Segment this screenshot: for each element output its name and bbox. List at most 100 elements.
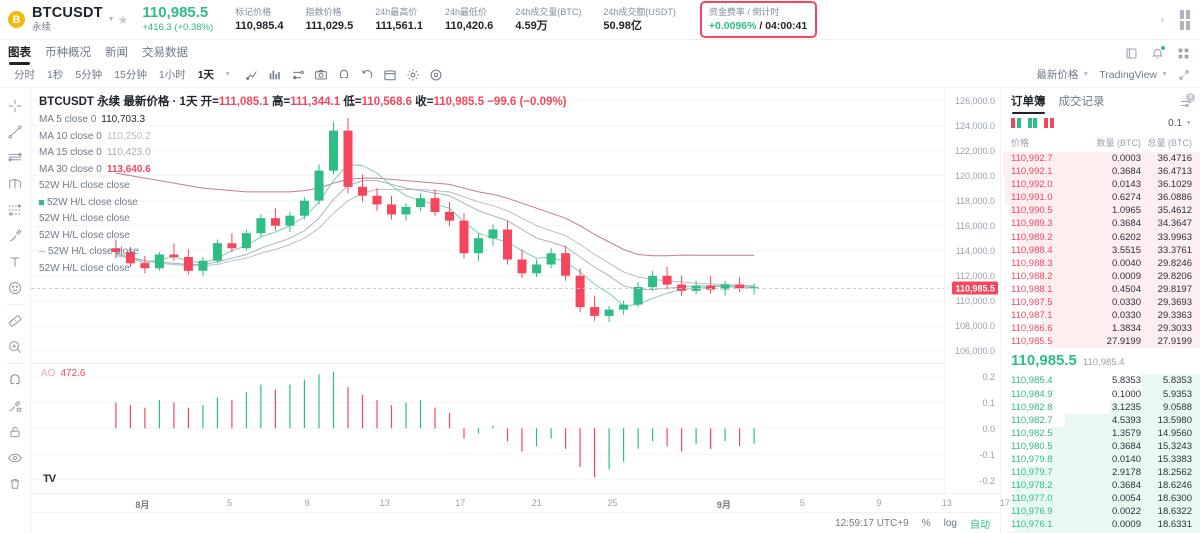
orderbook-row[interactable]: 110,992.0 0.0143 36.1029 xyxy=(1001,178,1200,192)
lock-drawings-icon[interactable] xyxy=(3,419,28,445)
tab-news[interactable]: 新闻 xyxy=(105,46,128,59)
orderbook-row[interactable]: 110,979.8 0.0140 15.3383 xyxy=(1001,452,1200,467)
tab-trades[interactable]: 成交记录 xyxy=(1058,96,1105,108)
depth-mode-both-icon[interactable] xyxy=(1011,118,1021,128)
magnet-icon[interactable] xyxy=(332,66,355,84)
compare-icon[interactable] xyxy=(286,66,309,84)
delete-drawings-icon[interactable] xyxy=(3,471,28,497)
favorite-star-icon[interactable]: ★ xyxy=(117,12,129,27)
orderbook-row[interactable]: 110,986.6 1.3834 29.3033 xyxy=(1001,322,1200,336)
depth-mode-bids-icon[interactable] xyxy=(1027,118,1037,128)
orderbook-row[interactable]: 110,979.7 2.9178 18.2562 xyxy=(1001,466,1200,480)
time-axis[interactable]: 8月 5 9 13 17 21 25 9月 5 9 13 17 xyxy=(31,493,1010,512)
fullscreen-icon[interactable] xyxy=(1177,47,1190,60)
timeframe-fenshi[interactable]: 分时 xyxy=(14,69,35,81)
time-tick: 9月 xyxy=(716,500,731,510)
price-axis[interactable]: 126,000.0 124,000.0 122,000.0 120,000.0 118,… xyxy=(944,88,1000,493)
layout-grid-icon[interactable] xyxy=(1180,9,1190,30)
orderbook-row[interactable]: 110,992.1 0.3684 36.4713 xyxy=(1001,165,1200,179)
orderbook-row[interactable]: 110,988.3 0.0040 29.8246 xyxy=(1001,256,1200,270)
chart-status-bar: 12:59:17 UTC+9 % log 自动 xyxy=(31,512,1000,533)
depth-bar xyxy=(1014,217,1200,231)
calendar-icon[interactable] xyxy=(378,66,401,84)
orderbook-row[interactable]: 110,992.7 0.0003 36.4716 xyxy=(1001,152,1200,166)
orderbook-row[interactable]: 110,987.1 0.0330 29.3363 xyxy=(1001,309,1200,323)
camera-icon[interactable] xyxy=(309,66,332,84)
timeframe-dropdown-icon[interactable]: ▼ xyxy=(224,71,231,78)
timeframe-5m[interactable]: 5分钟 xyxy=(75,69,103,81)
orderbook-row[interactable]: 110,989.3 0.3684 34.3647 xyxy=(1001,217,1200,231)
undo-icon[interactable] xyxy=(355,66,378,84)
magnet-mode-icon[interactable] xyxy=(3,367,28,393)
tab-trading-data[interactable]: 交易数据 xyxy=(142,46,188,59)
close-icon[interactable]: ✕ xyxy=(1186,92,1195,102)
settings-icon[interactable] xyxy=(401,66,424,84)
chevron-right-icon[interactable]: › xyxy=(1160,13,1164,26)
orderbook-row[interactable]: 110,990.5 1.0965 35.4612 xyxy=(1001,204,1200,218)
provider-selector[interactable]: TradingView ▼ xyxy=(1099,69,1168,81)
emoji-icon[interactable] xyxy=(3,275,28,301)
orderbook-row[interactable]: 110,982.7 4.5393 13.5980 xyxy=(1001,413,1200,427)
crosshair-icon[interactable] xyxy=(3,93,28,119)
brush-icon[interactable] xyxy=(3,223,28,249)
time-tick: 9 xyxy=(876,498,882,508)
text-tool-icon[interactable] xyxy=(3,249,28,275)
orderbook-row[interactable]: 110,976.1 0.0009 18.6331 xyxy=(1001,518,1200,532)
depth-mode-asks-icon[interactable] xyxy=(1044,118,1054,128)
price-chart-pane[interactable]: BTCUSDT 永续 最新价格 · 1天 开=111,085.1 高=111,3… xyxy=(31,88,944,363)
tradingview-logo[interactable]: TV xyxy=(43,473,56,485)
alert-bell-icon[interactable] xyxy=(1151,45,1165,60)
trend-line-icon[interactable] xyxy=(3,119,28,145)
zoom-in-icon[interactable] xyxy=(3,334,28,360)
orderbook-row[interactable]: 110,991.0 0.6274 36.0886 xyxy=(1001,191,1200,205)
tab-coin-overview[interactable]: 币种概况 xyxy=(45,46,91,59)
measure-ruler-icon[interactable] xyxy=(3,308,28,334)
row-total: 5.8353 xyxy=(1162,375,1192,387)
row-price: 110,985.5 xyxy=(1011,336,1053,348)
stay-in-drawing-mode-icon[interactable] xyxy=(3,393,28,419)
price-type-selector[interactable]: 最新价格 ▼ xyxy=(1036,67,1089,82)
orderbook-panel: 订单簿 成交记录 ✕ 0.1 xyxy=(1000,88,1200,533)
expand-chart-icon[interactable] xyxy=(1178,69,1190,81)
precision-selector[interactable]: 0.1 ▼ xyxy=(1168,118,1192,129)
auto-scale-button[interactable]: 自动 xyxy=(970,519,990,531)
symbol-dropdown-icon[interactable]: ▼ xyxy=(107,16,115,23)
pitchfork-icon[interactable] xyxy=(3,171,28,197)
timeframe-15m[interactable]: 15分钟 xyxy=(114,69,147,81)
fib-retracement-icon[interactable] xyxy=(3,197,28,223)
funding-countdown: 04:00:41 xyxy=(765,20,808,32)
orderbook-row[interactable]: 110,989.2 0.6202 33.9963 xyxy=(1001,230,1200,244)
orderbook-row[interactable]: 110,982.5 1.3579 14.9560 xyxy=(1001,426,1200,440)
ao-indicator-pane[interactable]: AO 472.6 TV xyxy=(31,363,944,493)
orderbook-row[interactable]: 110,978.2 0.3684 18.6246 xyxy=(1001,479,1200,493)
row-total: 15.3243 xyxy=(1157,440,1192,452)
orderbook-row[interactable]: 110,985.4 5.8353 5.8353 xyxy=(1001,374,1200,388)
screenshot-icon[interactable] xyxy=(1125,47,1138,60)
percent-scale-button[interactable]: % xyxy=(921,517,931,529)
chart-type-icon[interactable] xyxy=(240,66,263,84)
timeframe-1s[interactable]: 1秒 xyxy=(47,69,64,81)
orderbook-row[interactable]: 110,984.9 0.1000 5.9353 xyxy=(1001,387,1200,401)
horizontal-lines-icon[interactable] xyxy=(3,145,28,171)
chart-settings-icon[interactable] xyxy=(424,66,447,84)
symbol-block[interactable]: BTCUSDT 永续 xyxy=(32,5,103,34)
orderbook-row[interactable]: 110,977.0 0.0054 18.6300 xyxy=(1001,492,1200,506)
tab-chart[interactable]: 图表 xyxy=(8,44,31,65)
timeframe-1h[interactable]: 1小时 xyxy=(158,69,186,81)
bids-list: 110,985.4 5.8353 5.8353 110,984.9 0.1000 5.93… xyxy=(1001,374,1200,533)
orderbook-row[interactable]: 110,988.2 0.0009 29.8206 xyxy=(1001,269,1200,283)
hide-drawings-icon[interactable] xyxy=(3,445,28,471)
tab-orderbook[interactable]: 订单簿 xyxy=(1011,93,1046,114)
orderbook-row[interactable]: 110,976.9 0.0022 18.6322 xyxy=(1001,505,1200,519)
orderbook-row[interactable]: 110,988.4 3.5515 33.3761 xyxy=(1001,243,1200,257)
timeframe-1d[interactable]: 1天 xyxy=(197,69,215,81)
log-scale-button[interactable]: log xyxy=(943,517,957,529)
orderbook-row[interactable]: 110,988.1 0.4504 29.8197 xyxy=(1001,282,1200,297)
orderbook-row[interactable]: 110,982.8 3.1235 9.0588 xyxy=(1001,400,1200,414)
orderbook-row[interactable]: 110,980.5 0.3684 15.3243 xyxy=(1001,439,1200,453)
orderbook-row[interactable]: 110,985.5 27.9199 27.9199 xyxy=(1001,335,1200,349)
header-right-controls: › xyxy=(1160,9,1190,30)
last-price-value: 110,985.5 xyxy=(142,4,209,21)
orderbook-row[interactable]: 110,987.5 0.0330 29.3693 xyxy=(1001,296,1200,310)
indicators-icon[interactable] xyxy=(263,66,286,84)
